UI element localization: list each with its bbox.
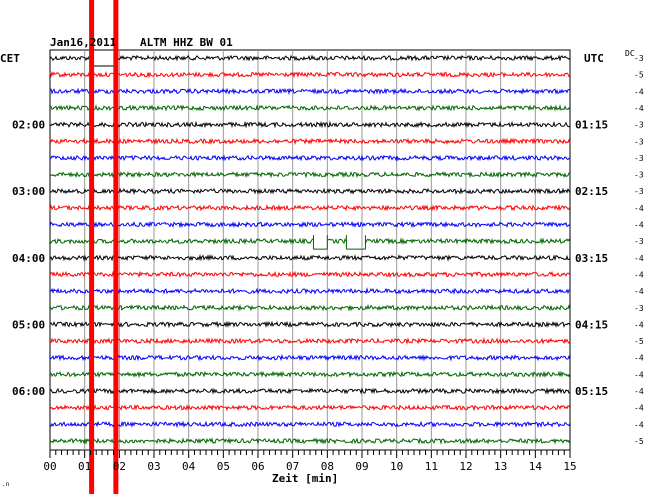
dc-offset-19: -4 xyxy=(634,370,644,379)
trace-16 xyxy=(49,320,571,329)
trace-17 xyxy=(49,337,571,345)
trace-18 xyxy=(49,354,571,362)
dc-offset-16: -4 xyxy=(634,320,644,329)
trace-21 xyxy=(49,403,571,412)
dc-offset-17: -5 xyxy=(634,337,644,346)
corner-mark: .n xyxy=(2,481,10,488)
trace-2 xyxy=(49,87,571,96)
trace-14 xyxy=(49,287,571,295)
trace-15 xyxy=(49,303,571,312)
x-tick-label-13: 13 xyxy=(494,460,507,473)
x-tick-label-9: 09 xyxy=(355,460,368,473)
dc-label: DC xyxy=(625,49,635,58)
x-axis-label: Zeit [min] xyxy=(272,472,338,485)
dc-offset-10: -4 xyxy=(634,221,644,230)
x-tick-label-1: 01 xyxy=(78,460,91,473)
left-hour-label-0: 02:00 xyxy=(12,119,45,132)
dc-offset-22: -4 xyxy=(634,420,644,429)
left-hour-labels: 02:00 03:00 04:00 05:00 06:00 xyxy=(12,119,45,398)
trace-8 xyxy=(49,187,571,196)
trace-5 xyxy=(49,137,571,146)
trace-0 xyxy=(49,54,571,62)
right-hour-label-2: 03:15 xyxy=(575,252,608,265)
dc-offset-23: -5 xyxy=(634,437,644,446)
dc-offset-5: -3 xyxy=(634,137,644,146)
dc-offset-8: -3 xyxy=(634,187,644,196)
dc-offset-0: -3 xyxy=(634,54,644,63)
trace-3 xyxy=(49,104,571,112)
dc-offset-15: -3 xyxy=(634,304,644,313)
event-markers xyxy=(89,0,119,494)
trace-19 xyxy=(49,370,571,379)
dc-offset-11: -3 xyxy=(634,237,644,246)
dc-offset-21: -4 xyxy=(634,404,644,413)
trace-9 xyxy=(49,203,571,212)
trace-23 xyxy=(49,437,571,445)
dc-offset-20: -4 xyxy=(634,387,644,396)
x-tick-label-4: 04 xyxy=(182,460,196,473)
right-hour-label-0: 01:15 xyxy=(575,119,608,132)
x-tick-label-3: 03 xyxy=(147,460,160,473)
trace-6 xyxy=(49,154,571,162)
dc-offset-13: -4 xyxy=(634,270,644,279)
trace-22 xyxy=(49,420,571,429)
dc-offset-2: -4 xyxy=(634,87,644,96)
station-label: ALTM HHZ BW 01 xyxy=(140,36,233,49)
x-tick-label-14: 14 xyxy=(529,460,543,473)
grid-lines xyxy=(49,49,571,451)
trace-10 xyxy=(49,220,571,229)
right-hour-label-3: 04:15 xyxy=(575,318,608,331)
x-tick-label-12: 12 xyxy=(459,460,472,473)
x-tick-label-10: 10 xyxy=(390,460,403,473)
event-marker-line-0 xyxy=(89,0,95,494)
right-hour-labels: 01:15 02:15 03:15 04:15 05:15 xyxy=(575,119,608,398)
left-timezone-label: CET xyxy=(0,52,20,65)
date-label: Jan16,2011 xyxy=(50,36,117,49)
x-axis-ticks xyxy=(49,450,571,458)
x-tick-label-0: 00 xyxy=(43,460,56,473)
dc-offset-1: -5 xyxy=(634,71,644,80)
dc-offset-4: -3 xyxy=(634,121,644,130)
left-hour-label-2: 04:00 xyxy=(12,252,45,265)
dc-offset-14: -4 xyxy=(634,287,644,296)
right-timezone-label: UTC xyxy=(584,52,604,65)
left-hour-label-1: 03:00 xyxy=(12,185,45,198)
seismic-traces xyxy=(49,52,571,445)
x-tick-label-11: 11 xyxy=(425,460,438,473)
x-tick-label-6: 06 xyxy=(251,460,264,473)
right-hour-label-4: 05:15 xyxy=(575,385,608,398)
dc-offset-3: -4 xyxy=(634,104,644,113)
x-tick-label-8: 08 xyxy=(321,460,334,473)
trace-20 xyxy=(49,387,571,395)
trace-7 xyxy=(49,170,571,179)
trace-13 xyxy=(49,270,571,279)
dc-offset-labels: -3 -5 -4 -4 -3 -3 -3 -3 -3 -4 -4 -3 -4 -4 -4 -3 -4 -5 -4 -4… xyxy=(634,54,644,446)
dc-offset-9: -4 xyxy=(634,204,644,213)
x-tick-labels: 00 01 02 03 04 05 06 07 08 09 10 11 12 13 14 15 xyxy=(43,460,576,473)
trace-12 xyxy=(49,254,571,262)
right-hour-label-1: 02:15 xyxy=(575,185,608,198)
left-hour-label-3: 05:00 xyxy=(12,318,45,331)
trace-4 xyxy=(49,120,571,129)
x-tick-label-2: 02 xyxy=(113,460,126,473)
dc-offset-6: -3 xyxy=(634,154,644,163)
x-tick-label-7: 07 xyxy=(286,460,299,473)
dc-offset-7: -3 xyxy=(634,171,644,180)
x-tick-label-5: 05 xyxy=(217,460,230,473)
trace-11 xyxy=(49,237,571,246)
left-hour-label-4: 06:00 xyxy=(12,385,45,398)
event-marker-line-1 xyxy=(113,0,119,494)
dc-offset-12: -4 xyxy=(634,254,644,263)
dc-offset-18: -4 xyxy=(634,354,644,363)
x-tick-label-15: 15 xyxy=(563,460,576,473)
trace-1 xyxy=(49,70,571,79)
